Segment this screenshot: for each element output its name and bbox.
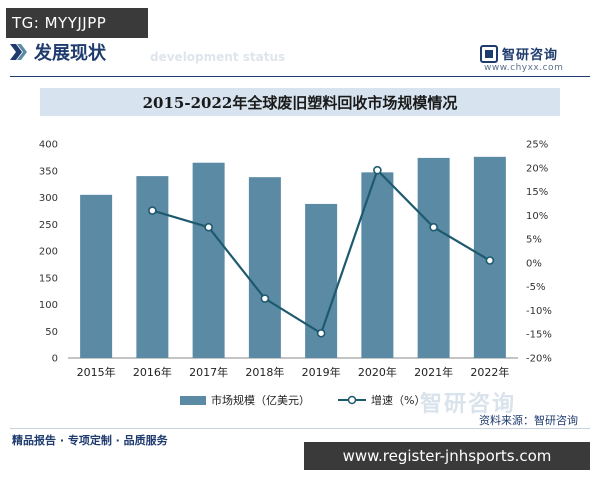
y-right-tick-label: 25% [526,140,548,151]
growth-point [316,328,326,338]
x-tick-label: 2020年 [358,365,397,379]
y-left-tick-label: 350 [39,166,58,177]
header-rule [10,76,590,77]
tg-tag: TG: MYYJJPP [6,8,148,38]
growth-point [148,206,157,215]
legend-bar-swatch [180,395,206,405]
y-left-tick-label: 200 [39,247,58,258]
y-right-tick-label: 20% [526,163,548,174]
legend-line-marker-icon [338,395,366,405]
chart-title: 2015-2022年全球废旧塑料回收市场规模情况 [142,93,458,112]
footer-text: 精品报告 · 专项定制 · 品质服务 [12,434,168,447]
x-tick-label: 2021年 [414,365,453,379]
brand-name: 智研咨询 [502,48,559,63]
y-left-tick-label: 0 [52,354,58,365]
growth-point [373,165,382,175]
bar [136,176,169,358]
section-watermark: development status [150,50,286,64]
y-right-tick-label: 5% [526,235,542,246]
y-left-tick-label: 150 [39,273,58,284]
combo-chart: 0 50 100 150 200 250 300 350 400 -20% -15% -10% -5% 0… [39,140,552,380]
y-left-tick-label: 100 [39,300,58,311]
x-tick-label: 2016年 [133,365,172,379]
y-right-tick-label: -5% [526,282,545,293]
site-tag: www.register-jnhsports.com [304,442,590,470]
y-left-tick-label: 300 [39,193,58,204]
y-left-tick-label: 250 [39,220,58,231]
x-tick-label: 2019年 [302,365,341,379]
y-right-tick-label: -20% [526,354,552,365]
y-right-tick-label: 10% [526,211,548,222]
x-tick-label: 2017年 [189,365,228,379]
x-tick-label: 2018年 [245,365,284,379]
y-right-tick-label: -15% [526,330,552,341]
bar [248,177,281,358]
legend-bar-label: 市场规模（亿美元） [211,394,310,407]
section-title: 发展现状 [10,40,106,64]
y-left-tick-label: 400 [39,140,58,151]
growth-point [204,222,213,232]
legend: 市场规模（亿美元） 增速（%） [180,392,425,408]
chart-title-bar: 2015-2022年全球废旧塑料回收市场规模情况 [40,88,560,116]
bar [192,162,225,358]
legend-line-label: 增速（%） [371,394,426,407]
x-tick-label: 2022年 [470,365,509,379]
source-watermark: 智研咨询 [420,392,517,417]
growth-point [429,222,438,232]
brand-url: www.chyxx.com [484,63,564,73]
source-note: 资料来源：智研咨询 [479,414,578,427]
y-left-tick-label: 50 [45,327,58,338]
double-chevron-icon [10,44,27,60]
y-right-tick-label: -10% [526,306,552,317]
bar [80,194,113,358]
y-right-tick-label: 0% [526,258,542,269]
growth-point [260,294,270,303]
y-right-tick-label: 15% [526,187,548,198]
x-tick-label: 2015年 [77,365,116,379]
brand: 智研咨询 [480,44,590,63]
brand-logo-icon [480,44,498,63]
bar [417,157,450,358]
section-title-text: 发展现状 [34,43,106,64]
footer-rule [10,428,590,429]
growth-point [485,256,495,265]
